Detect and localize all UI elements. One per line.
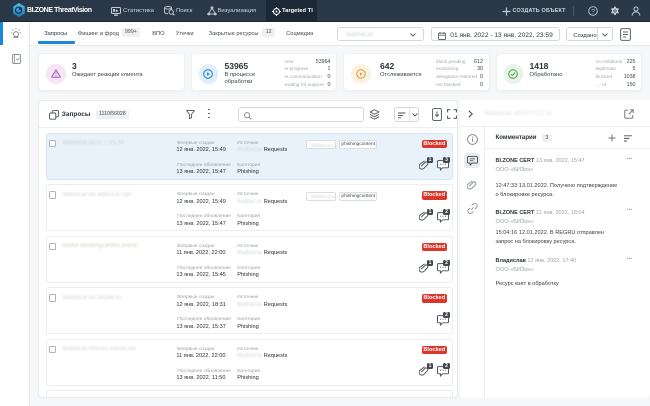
svg-text:?: ? <box>591 8 595 15</box>
